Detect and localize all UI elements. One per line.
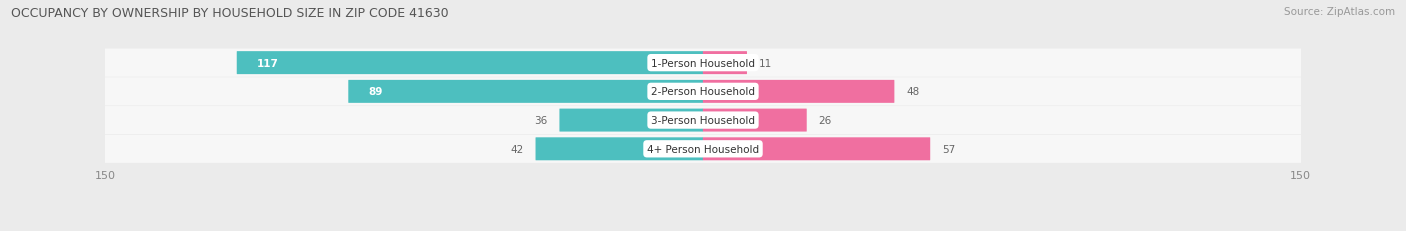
- FancyBboxPatch shape: [703, 52, 747, 75]
- FancyBboxPatch shape: [97, 106, 1309, 135]
- FancyBboxPatch shape: [536, 138, 703, 161]
- Text: 42: 42: [510, 144, 524, 154]
- Text: 117: 117: [257, 58, 278, 68]
- Text: 26: 26: [818, 116, 832, 125]
- Text: 11: 11: [759, 58, 772, 68]
- FancyBboxPatch shape: [560, 109, 703, 132]
- Text: 1-Person Household: 1-Person Household: [651, 58, 755, 68]
- Text: 48: 48: [907, 87, 920, 97]
- FancyBboxPatch shape: [349, 81, 703, 103]
- Text: 4+ Person Household: 4+ Person Household: [647, 144, 759, 154]
- FancyBboxPatch shape: [97, 49, 1309, 77]
- Text: 2-Person Household: 2-Person Household: [651, 87, 755, 97]
- FancyBboxPatch shape: [703, 109, 807, 132]
- FancyBboxPatch shape: [97, 135, 1309, 163]
- FancyBboxPatch shape: [703, 138, 931, 161]
- FancyBboxPatch shape: [236, 52, 703, 75]
- Text: Source: ZipAtlas.com: Source: ZipAtlas.com: [1284, 7, 1395, 17]
- FancyBboxPatch shape: [703, 81, 894, 103]
- Text: 89: 89: [368, 87, 382, 97]
- Legend: Owner-occupied, Renter-occupied: Owner-occupied, Renter-occupied: [595, 229, 811, 231]
- FancyBboxPatch shape: [97, 78, 1309, 106]
- Text: 57: 57: [942, 144, 955, 154]
- Text: 36: 36: [534, 116, 547, 125]
- Text: OCCUPANCY BY OWNERSHIP BY HOUSEHOLD SIZE IN ZIP CODE 41630: OCCUPANCY BY OWNERSHIP BY HOUSEHOLD SIZE…: [11, 7, 449, 20]
- Text: 3-Person Household: 3-Person Household: [651, 116, 755, 125]
